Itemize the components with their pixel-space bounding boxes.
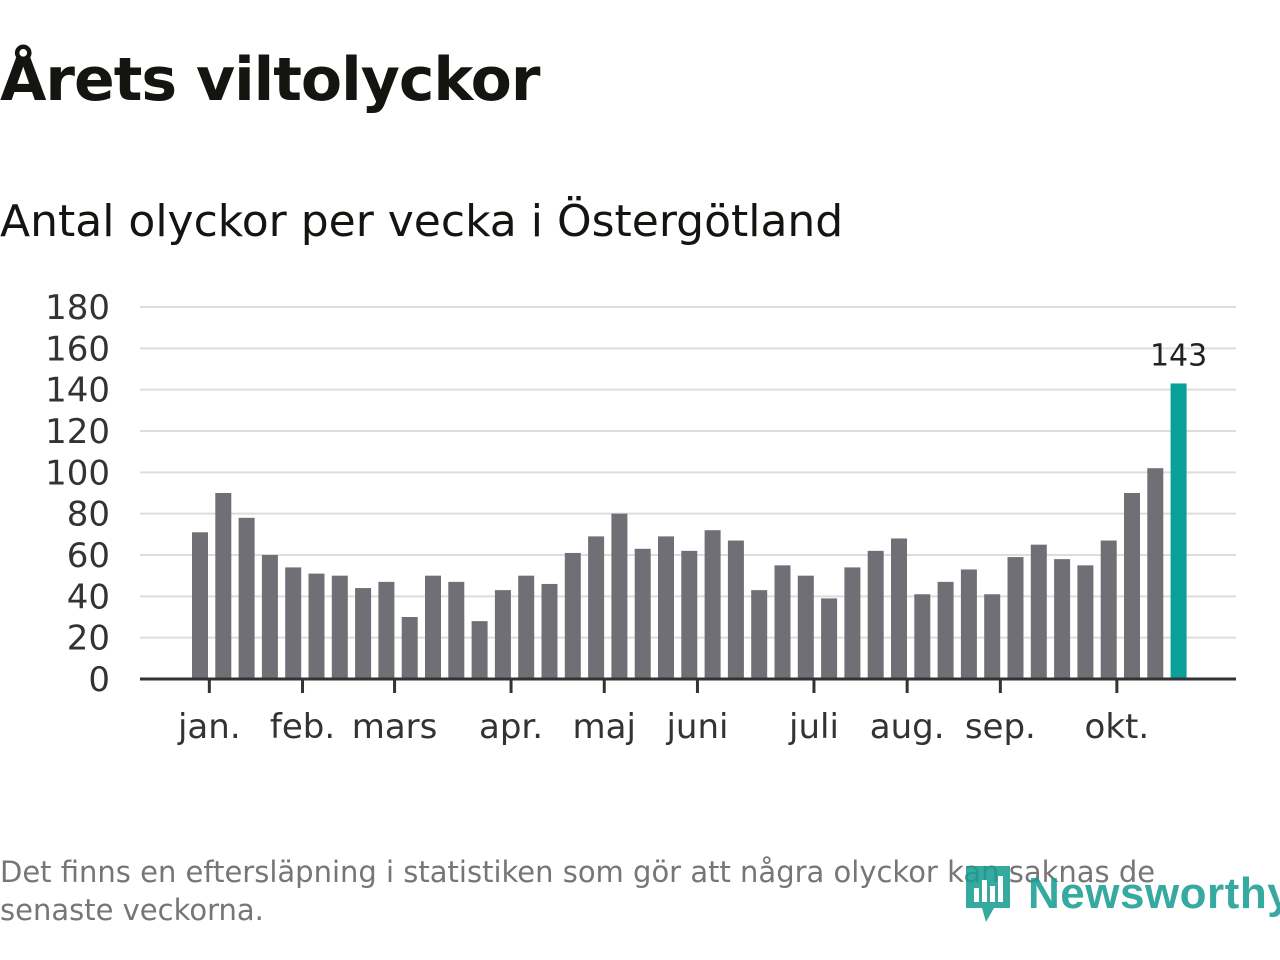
footnote: Det finns en eftersläpning i statistiken…	[0, 855, 1156, 927]
bar	[1147, 468, 1164, 679]
bar	[797, 575, 814, 679]
bar	[914, 594, 931, 679]
bar	[285, 567, 302, 679]
y-tick-label: 180	[45, 288, 110, 328]
bar	[681, 550, 698, 679]
bar	[494, 590, 511, 679]
bars	[192, 383, 1187, 679]
bar	[308, 573, 325, 679]
bar	[704, 530, 721, 679]
bar	[984, 594, 1001, 679]
bar	[774, 565, 791, 679]
y-tick-label: 160	[45, 329, 110, 369]
bar	[425, 575, 441, 679]
bar	[1100, 540, 1117, 679]
bar	[588, 536, 605, 679]
x-tick-label: juli	[788, 707, 839, 747]
bar	[564, 552, 581, 679]
bar	[331, 575, 348, 679]
y-tick-label: 20	[67, 619, 110, 659]
bar	[867, 550, 884, 679]
x-tick-label: juni	[665, 707, 728, 747]
x-axis: jan. feb. mars apr. maj juni juli aug. sep. okt.	[140, 677, 1236, 747]
bar	[634, 548, 651, 679]
bar	[1124, 493, 1140, 679]
newsworthy-logo[interactable]: Newsworthy	[962, 862, 1280, 926]
bar	[471, 621, 488, 679]
bar	[1007, 557, 1024, 679]
bar	[1077, 565, 1094, 679]
x-tick-label: sep.	[965, 707, 1036, 747]
bar	[215, 493, 232, 679]
bar	[1054, 559, 1071, 679]
bar	[960, 569, 977, 679]
bar	[192, 532, 208, 679]
y-tick-label: 60	[67, 536, 110, 576]
bar	[658, 536, 674, 679]
bar	[518, 575, 535, 679]
bar	[448, 581, 465, 679]
bar	[751, 590, 768, 679]
x-tick-label: jan.	[177, 707, 241, 747]
bar	[541, 583, 558, 679]
bar	[891, 538, 907, 679]
chart-subtitle: Antal olyckor per vecka i Östergötland	[0, 196, 844, 247]
bar	[378, 581, 395, 679]
y-tick-label: 40	[67, 577, 110, 617]
bar	[261, 555, 278, 679]
bar	[611, 513, 628, 679]
y-tick-label: 120	[45, 412, 110, 452]
bar-value-label: 143	[1150, 338, 1207, 373]
bar	[844, 567, 861, 679]
bar	[1030, 544, 1047, 679]
y-tick-label: 100	[45, 453, 110, 493]
data-labels: 143	[1150, 338, 1207, 373]
x-tick-label: aug.	[870, 707, 945, 747]
logo-text: Newsworthy	[1028, 869, 1280, 918]
bar-chart-logo-icon	[966, 866, 1010, 922]
page-title: Årets viltolyckor	[0, 45, 540, 115]
bar	[355, 588, 372, 679]
bar	[727, 540, 744, 679]
y-tick-label: 80	[67, 495, 110, 535]
bar	[238, 517, 255, 679]
bar	[937, 581, 954, 679]
x-tick-label: mars	[352, 707, 438, 747]
x-tick-label: apr.	[479, 707, 543, 747]
bar	[401, 617, 418, 679]
bar-highlight	[1170, 383, 1187, 679]
x-tick-label: feb.	[270, 707, 335, 747]
x-tick-label: maj	[573, 707, 636, 747]
y-tick-label: 140	[45, 371, 110, 411]
x-tick-label: okt.	[1085, 707, 1150, 747]
bar	[821, 598, 838, 679]
y-tick-label: 0	[88, 660, 110, 700]
